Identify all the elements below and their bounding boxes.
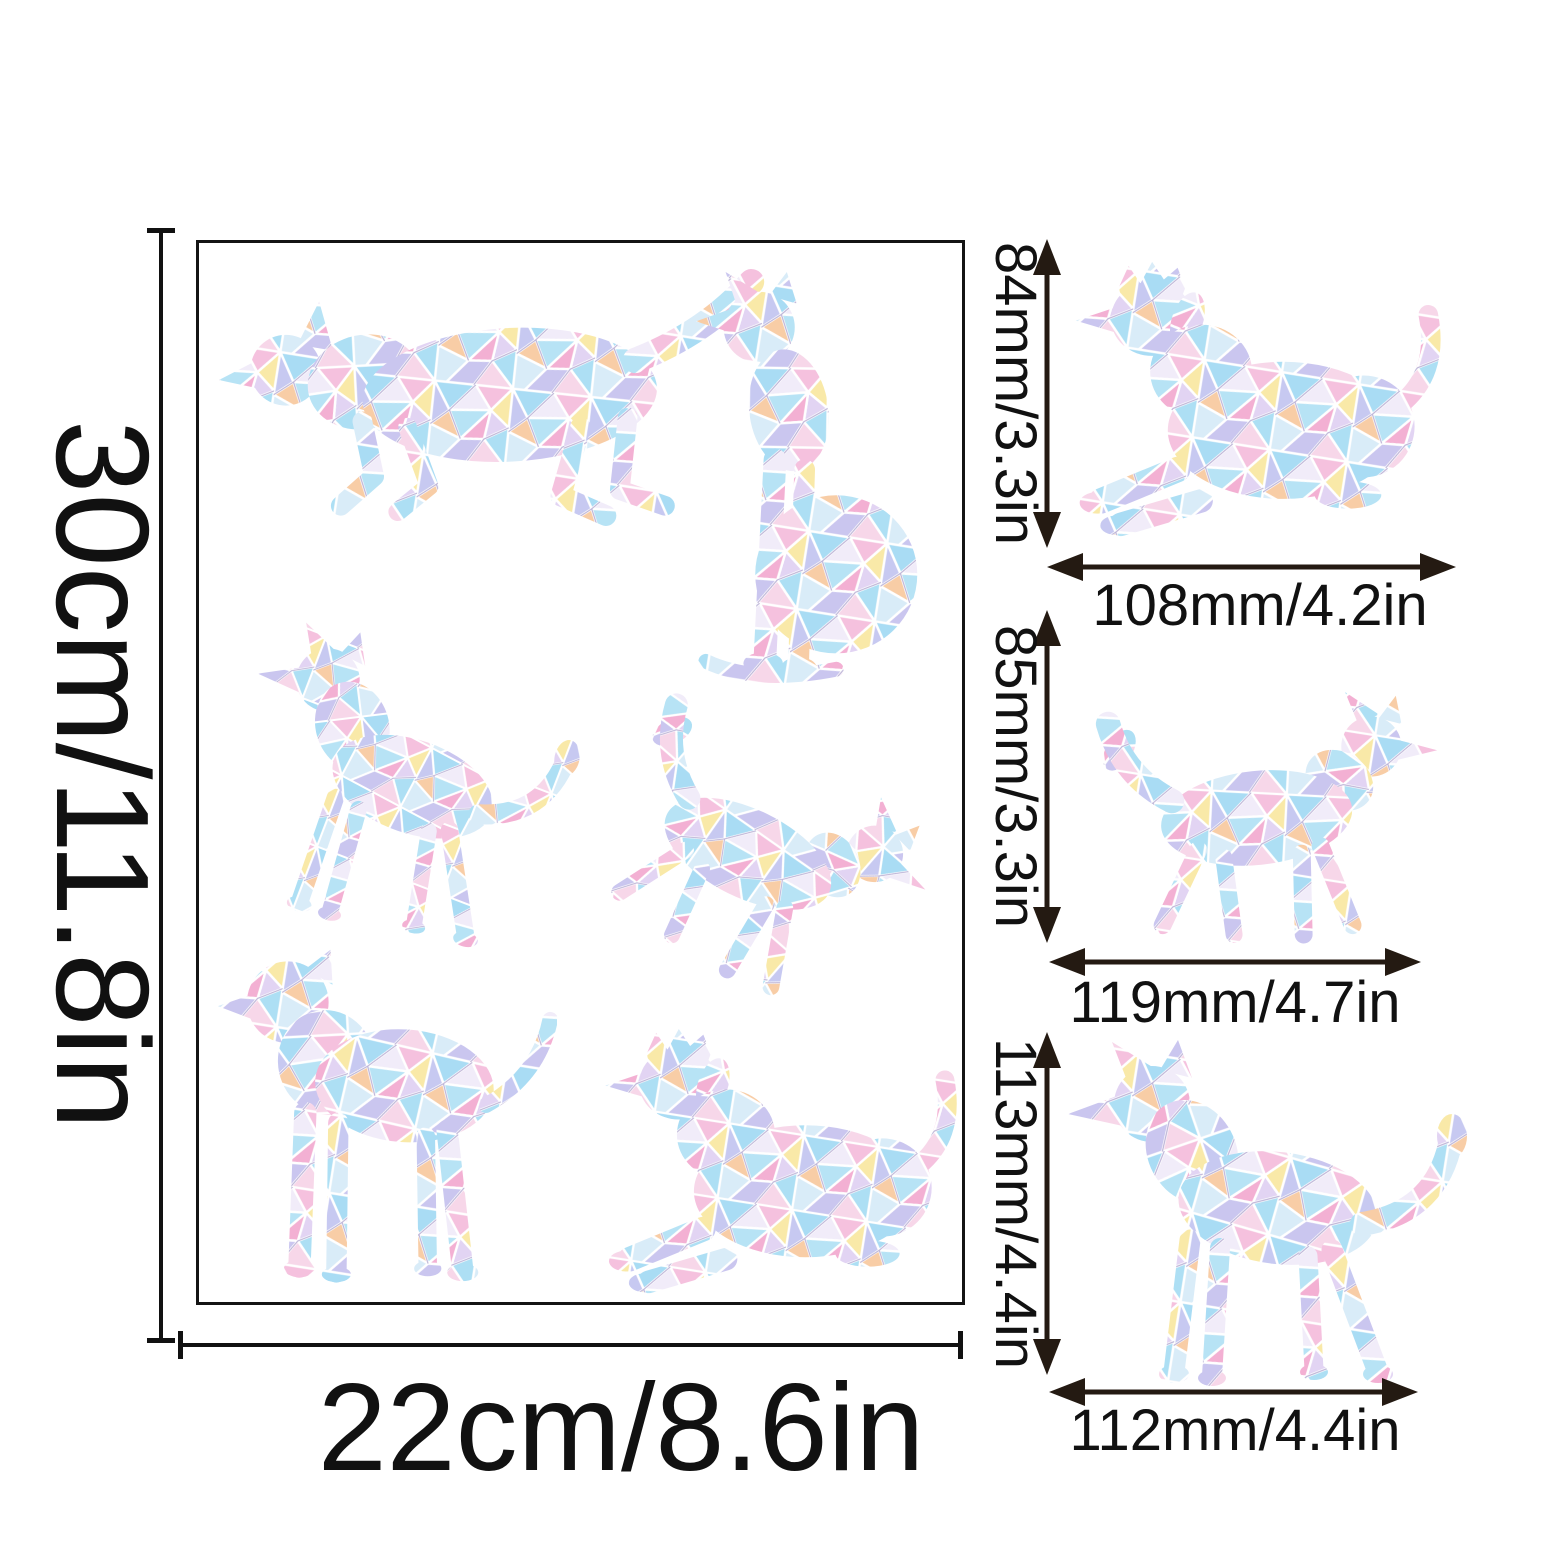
size-dog-trotting — [1078, 688, 1440, 947]
sheet-height-line-bottom-cap — [147, 1338, 175, 1343]
width-dimension-arrow — [1049, 948, 1421, 976]
sheet-height-label: 30cm/11.8in — [29, 420, 176, 1130]
sheet-width-line-left-cap — [178, 1331, 183, 1359]
sheet-width-dimension-line — [180, 1343, 963, 1347]
width-dimension-arrow — [1049, 1378, 1418, 1406]
item1-width-label: 108mm/4.2in — [1092, 573, 1428, 638]
sheet-dog-lying — [592, 1025, 960, 1299]
sheet-height-line-top-cap — [147, 228, 175, 233]
item2-height-label: 85mm/3.3in — [983, 624, 1048, 929]
size-dog-german-shepherd — [1060, 1040, 1480, 1390]
sheet-width-label: 22cm/8.6in — [317, 1359, 925, 1497]
height-dimension-arrow — [1033, 1032, 1061, 1375]
size-dog-lying — [1062, 258, 1444, 542]
width-dimension-arrow — [1047, 553, 1456, 581]
height-dimension-arrow — [1033, 610, 1061, 943]
sheet-dog-standing-pitbull — [212, 938, 557, 1288]
item1-height-label: 84mm/3.3in — [983, 241, 1048, 546]
item3-height-label: 113mm/4.4in — [983, 1038, 1048, 1369]
height-dimension-arrow — [1033, 239, 1061, 548]
sheet-height-dimension-line — [159, 228, 163, 1343]
sheet-width-line-right-cap — [958, 1331, 963, 1359]
item2-width-label: 119mm/4.7in — [1069, 970, 1401, 1035]
sheet-dog-sitting — [690, 272, 942, 687]
item3-width-label: 112mm/4.4in — [1069, 1398, 1401, 1463]
